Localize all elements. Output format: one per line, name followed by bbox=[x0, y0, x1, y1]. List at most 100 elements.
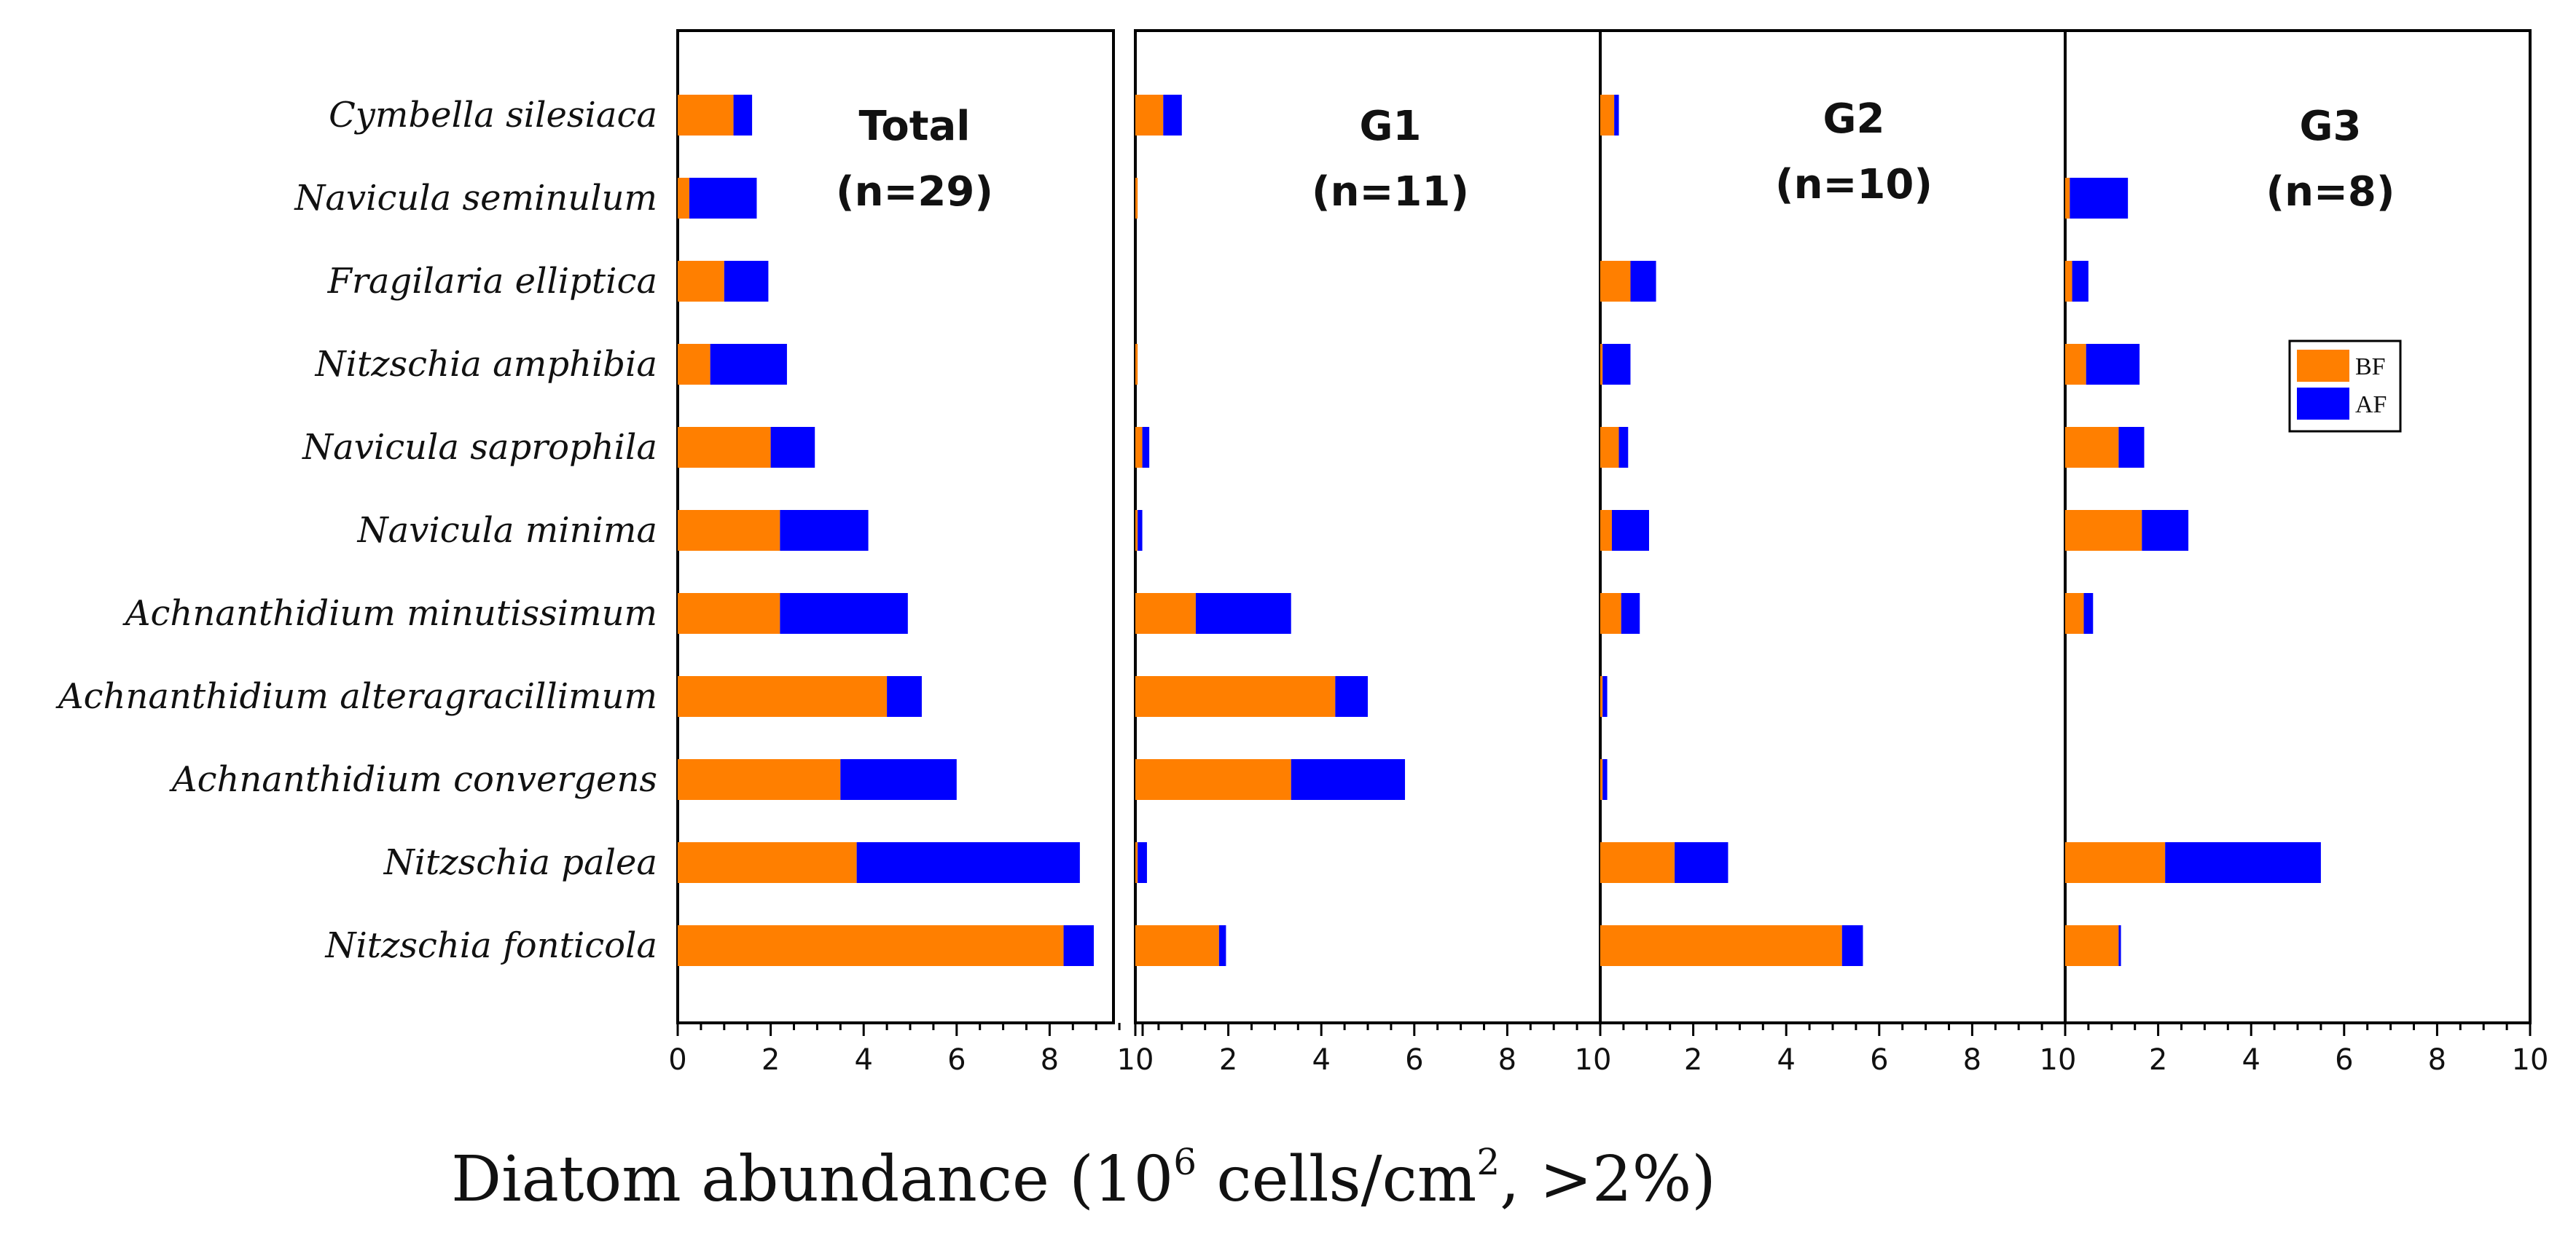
species-label: Navicula minima bbox=[357, 510, 657, 551]
x-tick-label: 8 bbox=[1963, 1043, 1981, 1077]
species-label: Achnanthidium minutissimum bbox=[122, 593, 657, 634]
bar-af bbox=[2118, 427, 2145, 468]
bar-bf bbox=[1600, 95, 1615, 136]
x-tick-label: 6 bbox=[947, 1043, 966, 1077]
bar-bf bbox=[1135, 676, 1336, 717]
bar-af bbox=[1291, 759, 1406, 800]
bar-af bbox=[887, 676, 922, 717]
bar-bf bbox=[678, 759, 841, 800]
x-tick-label: 10 bbox=[1117, 1043, 1154, 1077]
bar-bf bbox=[1600, 510, 1612, 551]
bar-bf bbox=[1600, 261, 1631, 302]
bar-af bbox=[1195, 593, 1291, 634]
legend-label-af: AF bbox=[2355, 391, 2387, 418]
panel-title: G3 bbox=[2300, 103, 2362, 150]
species-label: Nitzschia fonticola bbox=[324, 925, 657, 966]
bar-bf bbox=[2065, 427, 2119, 468]
bar-af bbox=[856, 842, 1080, 883]
bar-bf bbox=[2065, 261, 2072, 302]
legend-label-bf: BF bbox=[2355, 353, 2386, 380]
species-label: Fragilaria elliptica bbox=[327, 261, 657, 302]
x-tick-label: 8 bbox=[1041, 1043, 1059, 1077]
bar-af bbox=[1630, 261, 1656, 302]
bar-bf bbox=[678, 676, 888, 717]
x-axis-title: Diatom abundance (106 cells/cm2, >2%) bbox=[451, 1141, 1716, 1216]
bar-af bbox=[770, 427, 815, 468]
bar-af bbox=[710, 344, 787, 385]
x-tick-label: 10 bbox=[1575, 1043, 1612, 1077]
bar-af bbox=[1602, 759, 1608, 800]
bar-bf bbox=[1135, 759, 1291, 800]
panel-g3: 2 4 6 8 10 G3 (n=8) bbox=[2064, 103, 2548, 1077]
x-tick-label: 4 bbox=[854, 1043, 872, 1077]
bar-af bbox=[1618, 427, 1629, 468]
bar-bf bbox=[1600, 593, 1621, 634]
panel-title: Total bbox=[859, 103, 971, 150]
bar-bf bbox=[678, 95, 734, 136]
bar-bf bbox=[1135, 593, 1196, 634]
bar-bf bbox=[1135, 510, 1138, 551]
legend-swatch-af bbox=[2297, 388, 2349, 420]
bar-bf bbox=[1135, 95, 1164, 136]
bar-af bbox=[2086, 344, 2140, 385]
species-label: Nitzschia amphibia bbox=[315, 344, 657, 385]
bar-bf bbox=[678, 427, 771, 468]
panel-total: 0 2 4 6 8 10 Total (n=29) bbox=[668, 95, 1154, 1077]
x-tick-label: 4 bbox=[1777, 1043, 1795, 1077]
x-tick-label: 10 bbox=[2040, 1043, 2077, 1077]
chart-panels: 0 2 4 6 8 10 Total (n=29) 2 4 6 8 10 G1 (n=11) 2 4 6 8 10 G2… bbox=[668, 29, 2548, 1077]
bar-bf bbox=[1600, 344, 1603, 385]
bar-bf bbox=[1135, 427, 1143, 468]
bar-af bbox=[1335, 676, 1368, 717]
bar-bf bbox=[2065, 593, 2084, 634]
bar-bf bbox=[1135, 344, 1138, 385]
legend: BF AF bbox=[2288, 339, 2402, 433]
legend-swatch-bf bbox=[2297, 350, 2349, 382]
bar-af bbox=[1163, 95, 1182, 136]
panel-title: G1 bbox=[1360, 103, 1422, 150]
bar-af bbox=[1218, 925, 1226, 966]
panel-subtitle: (n=29) bbox=[836, 168, 993, 216]
x-tick-label: 6 bbox=[1870, 1043, 1888, 1077]
bar-af bbox=[1602, 676, 1608, 717]
panel-g2: 2 4 6 8 10 G2 (n=10) bbox=[1599, 95, 2077, 1077]
x-tick-label: 2 bbox=[1684, 1043, 1702, 1077]
bar-af bbox=[1675, 842, 1729, 883]
bar-af bbox=[780, 510, 869, 551]
bar-af bbox=[1621, 593, 1640, 634]
bar-af bbox=[2083, 593, 2094, 634]
bar-af bbox=[2070, 178, 2129, 219]
bar-af bbox=[1142, 427, 1150, 468]
species-label: Navicula seminulum bbox=[294, 178, 657, 219]
panel-subtitle: (n=11) bbox=[1312, 168, 1469, 216]
bar-bf bbox=[1135, 925, 1219, 966]
species-labels: Cymbella silesiaca Navicula seminulum Frag… bbox=[55, 95, 657, 966]
bar-bf bbox=[678, 593, 780, 634]
bar-af bbox=[1841, 925, 1863, 966]
x-tick-label: 8 bbox=[2428, 1043, 2446, 1077]
species-label: Achnanthidium convergens bbox=[169, 759, 657, 800]
bar-af bbox=[2165, 842, 2321, 883]
bar-bf bbox=[2065, 510, 2142, 551]
bar-bf bbox=[1600, 842, 1675, 883]
x-tick-label: 4 bbox=[2242, 1043, 2260, 1077]
bar-af bbox=[1602, 344, 1631, 385]
bar-bf bbox=[678, 510, 780, 551]
species-label: Achnanthidium alteragracillimum bbox=[55, 676, 657, 717]
bar-af bbox=[1611, 510, 1649, 551]
x-tick-label: 6 bbox=[2335, 1043, 2353, 1077]
species-label: Nitzschia palea bbox=[383, 842, 657, 883]
bar-bf bbox=[1135, 178, 1138, 219]
bar-af bbox=[1614, 95, 1619, 136]
bar-af bbox=[733, 95, 753, 136]
bar-af bbox=[1063, 925, 1095, 966]
x-tick-label: 2 bbox=[762, 1043, 780, 1077]
bar-af bbox=[840, 759, 957, 800]
bar-bf bbox=[2065, 842, 2166, 883]
bar-af bbox=[1138, 510, 1143, 551]
bar-af bbox=[1138, 842, 1147, 883]
panel-subtitle: (n=10) bbox=[1775, 161, 1933, 208]
panel-g1: 2 4 6 8 10 G1 (n=11) bbox=[1134, 95, 1612, 1077]
